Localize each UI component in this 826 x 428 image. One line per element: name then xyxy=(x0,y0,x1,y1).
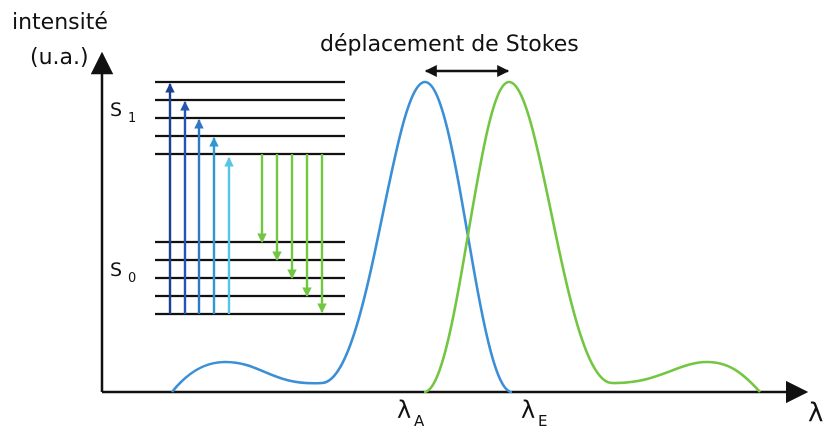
y-axis-label-line1: intensité xyxy=(12,10,108,35)
emission-spectrum-curve xyxy=(423,80,761,394)
s0-label-main: S xyxy=(110,259,122,281)
stokes-shift-label: déplacement de Stokes xyxy=(320,32,579,57)
s1-label-subscript: 1 xyxy=(128,111,136,126)
s1-levels xyxy=(155,80,345,156)
absorption-arrows xyxy=(165,83,234,314)
s0-levels xyxy=(155,240,345,316)
s0-label-subscript: 0 xyxy=(128,271,136,286)
lambda-a-label: λ xyxy=(397,396,411,424)
s1-label: S xyxy=(110,99,122,121)
emission-arrows xyxy=(257,154,327,313)
lambda-e-label: λ xyxy=(521,396,535,424)
lambda-e-subscript: E xyxy=(538,412,547,428)
s0-label: S xyxy=(110,259,122,281)
s1-label-main: S xyxy=(110,99,122,121)
absorption-spectrum-curve xyxy=(170,80,513,394)
lambda-a-subscript: A xyxy=(414,412,425,428)
y-axis-label-line2: (u.a.) xyxy=(30,45,89,70)
x-axis-label: λ xyxy=(808,398,823,428)
